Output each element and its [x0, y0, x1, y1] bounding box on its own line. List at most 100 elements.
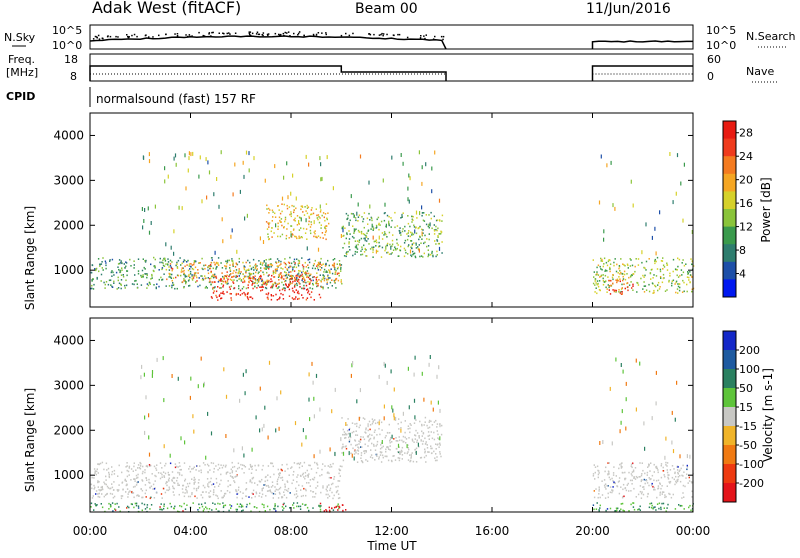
data-cell	[661, 493, 663, 495]
data-cell	[607, 276, 609, 278]
velocity-ylabel: Slant Range [km]	[23, 388, 37, 492]
data-cell	[637, 264, 640, 266]
data-cell	[312, 496, 314, 498]
data-cell	[95, 267, 98, 270]
data-cell	[212, 483, 215, 485]
data-cell	[333, 478, 335, 480]
data-cell	[377, 216, 380, 219]
data-cell	[369, 204, 371, 209]
data-cell	[362, 220, 364, 223]
data-cell	[378, 427, 380, 430]
data-cell	[96, 504, 98, 506]
data-cell	[284, 266, 287, 269]
data-cell	[662, 470, 664, 472]
data-cell	[130, 491, 133, 493]
data-cell	[630, 490, 632, 492]
data-cell	[117, 266, 119, 268]
data-cell	[121, 262, 123, 265]
data-cell	[322, 263, 324, 265]
data-cell	[661, 260, 664, 262]
data-cell	[385, 233, 387, 236]
data-cell	[120, 497, 123, 500]
data-cell	[281, 203, 283, 205]
data-cell	[275, 262, 278, 264]
data-cell	[204, 275, 206, 277]
data-cell	[399, 232, 402, 234]
data-cell	[235, 274, 237, 277]
data-cell	[341, 452, 343, 454]
data-cell	[333, 506, 336, 509]
nsky-point	[258, 33, 261, 36]
data-cell	[599, 507, 601, 509]
data-cell	[122, 275, 125, 278]
data-cell	[269, 489, 271, 491]
data-cell	[189, 495, 192, 498]
nsky-point	[208, 33, 210, 35]
data-cell	[289, 283, 291, 285]
data-cell	[258, 260, 260, 262]
data-cell	[122, 488, 124, 491]
data-cell	[285, 496, 288, 499]
data-cell	[104, 283, 106, 286]
data-cell	[227, 471, 229, 473]
data-cell	[307, 290, 310, 292]
data-cell	[294, 421, 297, 426]
data-cell	[428, 438, 430, 440]
data-cell	[169, 502, 171, 505]
data-cell	[261, 489, 263, 492]
data-cell	[288, 474, 290, 476]
data-cell	[248, 168, 250, 173]
data-cell	[298, 272, 300, 274]
data-cell	[431, 437, 434, 440]
data-cell	[673, 478, 675, 481]
data-cell	[167, 479, 170, 481]
nsky-right-tick-bottom: 10^0	[706, 39, 736, 52]
data-cell	[170, 245, 172, 250]
data-cell	[346, 218, 348, 220]
data-cell	[287, 285, 290, 287]
data-cell	[285, 274, 288, 276]
data-cell	[217, 469, 219, 471]
data-cell	[401, 230, 404, 233]
data-cell	[606, 485, 608, 487]
data-cell	[133, 496, 135, 499]
y-tick-label: 3000	[53, 173, 84, 187]
data-cell	[286, 269, 289, 271]
data-cell	[235, 263, 238, 266]
data-cell	[142, 276, 144, 278]
data-cell	[358, 239, 361, 241]
data-cell	[282, 293, 284, 296]
data-cell	[400, 234, 402, 236]
data-cell	[318, 263, 320, 265]
data-cell	[390, 217, 392, 219]
data-cell	[599, 441, 601, 445]
data-cell	[324, 234, 326, 236]
data-cell	[410, 240, 413, 242]
data-cell	[324, 277, 326, 280]
data-cell	[339, 469, 342, 472]
data-cell	[378, 419, 381, 421]
data-cell	[436, 374, 438, 379]
data-cell	[301, 465, 303, 467]
data-cell	[252, 287, 254, 290]
data-cell	[144, 471, 146, 474]
data-cell	[276, 483, 279, 485]
colorbar-tick-label: 200	[739, 344, 760, 357]
data-cell	[607, 485, 609, 487]
data-cell	[208, 170, 211, 175]
data-cell	[214, 273, 216, 276]
data-cell	[335, 486, 337, 488]
data-cell	[161, 267, 164, 269]
data-cell	[643, 291, 646, 293]
data-cell	[304, 206, 306, 208]
data-cell	[688, 476, 690, 479]
data-cell	[633, 477, 635, 479]
data-cell	[691, 263, 693, 266]
data-cell	[194, 261, 196, 263]
y-tick-label: 2000	[53, 218, 84, 232]
data-cell	[285, 237, 287, 240]
data-cell	[121, 495, 124, 497]
data-cell	[401, 458, 403, 460]
data-cell	[232, 260, 234, 262]
data-cell	[188, 279, 190, 281]
